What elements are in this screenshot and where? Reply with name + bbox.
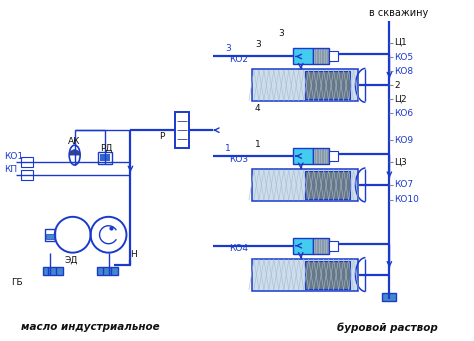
Text: АК: АК	[68, 137, 80, 146]
Text: Н: Н	[130, 250, 137, 259]
Bar	[175, 112, 189, 148]
Bar	[313, 148, 328, 164]
Bar	[293, 48, 313, 64]
Text: ЭД: ЭД	[65, 255, 78, 264]
Text: в скважину: в скважину	[369, 8, 428, 18]
Text: КО1: КО1	[4, 151, 23, 161]
Bar	[305, 171, 349, 199]
Wedge shape	[69, 150, 80, 155]
Text: 2: 2	[394, 81, 400, 90]
Bar	[43, 267, 63, 275]
Text: 3: 3	[255, 40, 261, 49]
Text: КО5: КО5	[394, 53, 413, 62]
Text: КО10: КО10	[394, 195, 419, 204]
Bar	[293, 148, 313, 164]
Bar	[97, 267, 118, 275]
Text: КП: КП	[4, 164, 17, 174]
Text: Р: Р	[159, 132, 164, 140]
Bar	[293, 238, 313, 254]
Text: 3: 3	[225, 44, 231, 53]
Text: РД: РД	[100, 144, 113, 152]
Bar	[45, 229, 55, 241]
Bar	[305, 71, 349, 99]
Text: КО4: КО4	[229, 244, 248, 253]
Text: КО8: КО8	[394, 67, 413, 76]
Bar	[98, 152, 111, 164]
Text: Ц2: Ц2	[394, 95, 407, 104]
Text: 1: 1	[225, 144, 231, 152]
Text: масло индустриальное: масло индустриальное	[21, 322, 160, 332]
Text: КО6: КО6	[394, 109, 413, 118]
Text: буровой раствор: буровой раствор	[337, 322, 438, 332]
Text: КО7: КО7	[394, 180, 413, 190]
Text: КО2: КО2	[229, 55, 248, 64]
Bar	[21, 157, 33, 167]
Bar	[252, 70, 357, 101]
Text: 1: 1	[255, 139, 261, 149]
Bar	[21, 170, 33, 180]
Bar	[305, 261, 349, 288]
Text: ГБ: ГБ	[11, 278, 23, 287]
Bar	[46, 234, 54, 239]
Bar	[383, 293, 396, 301]
Text: Ц1: Ц1	[394, 38, 407, 47]
Bar	[313, 238, 328, 254]
Bar	[328, 151, 337, 161]
Bar	[252, 169, 357, 201]
Text: 4: 4	[255, 104, 261, 113]
Bar	[313, 48, 328, 64]
Text: КО9: КО9	[394, 136, 413, 145]
Bar	[328, 241, 337, 251]
Text: Ц3: Ц3	[394, 158, 407, 166]
Text: КО3: КО3	[229, 154, 248, 164]
Bar	[252, 258, 357, 291]
Text: 3: 3	[278, 29, 283, 38]
Bar	[328, 51, 337, 61]
Bar	[100, 154, 109, 161]
